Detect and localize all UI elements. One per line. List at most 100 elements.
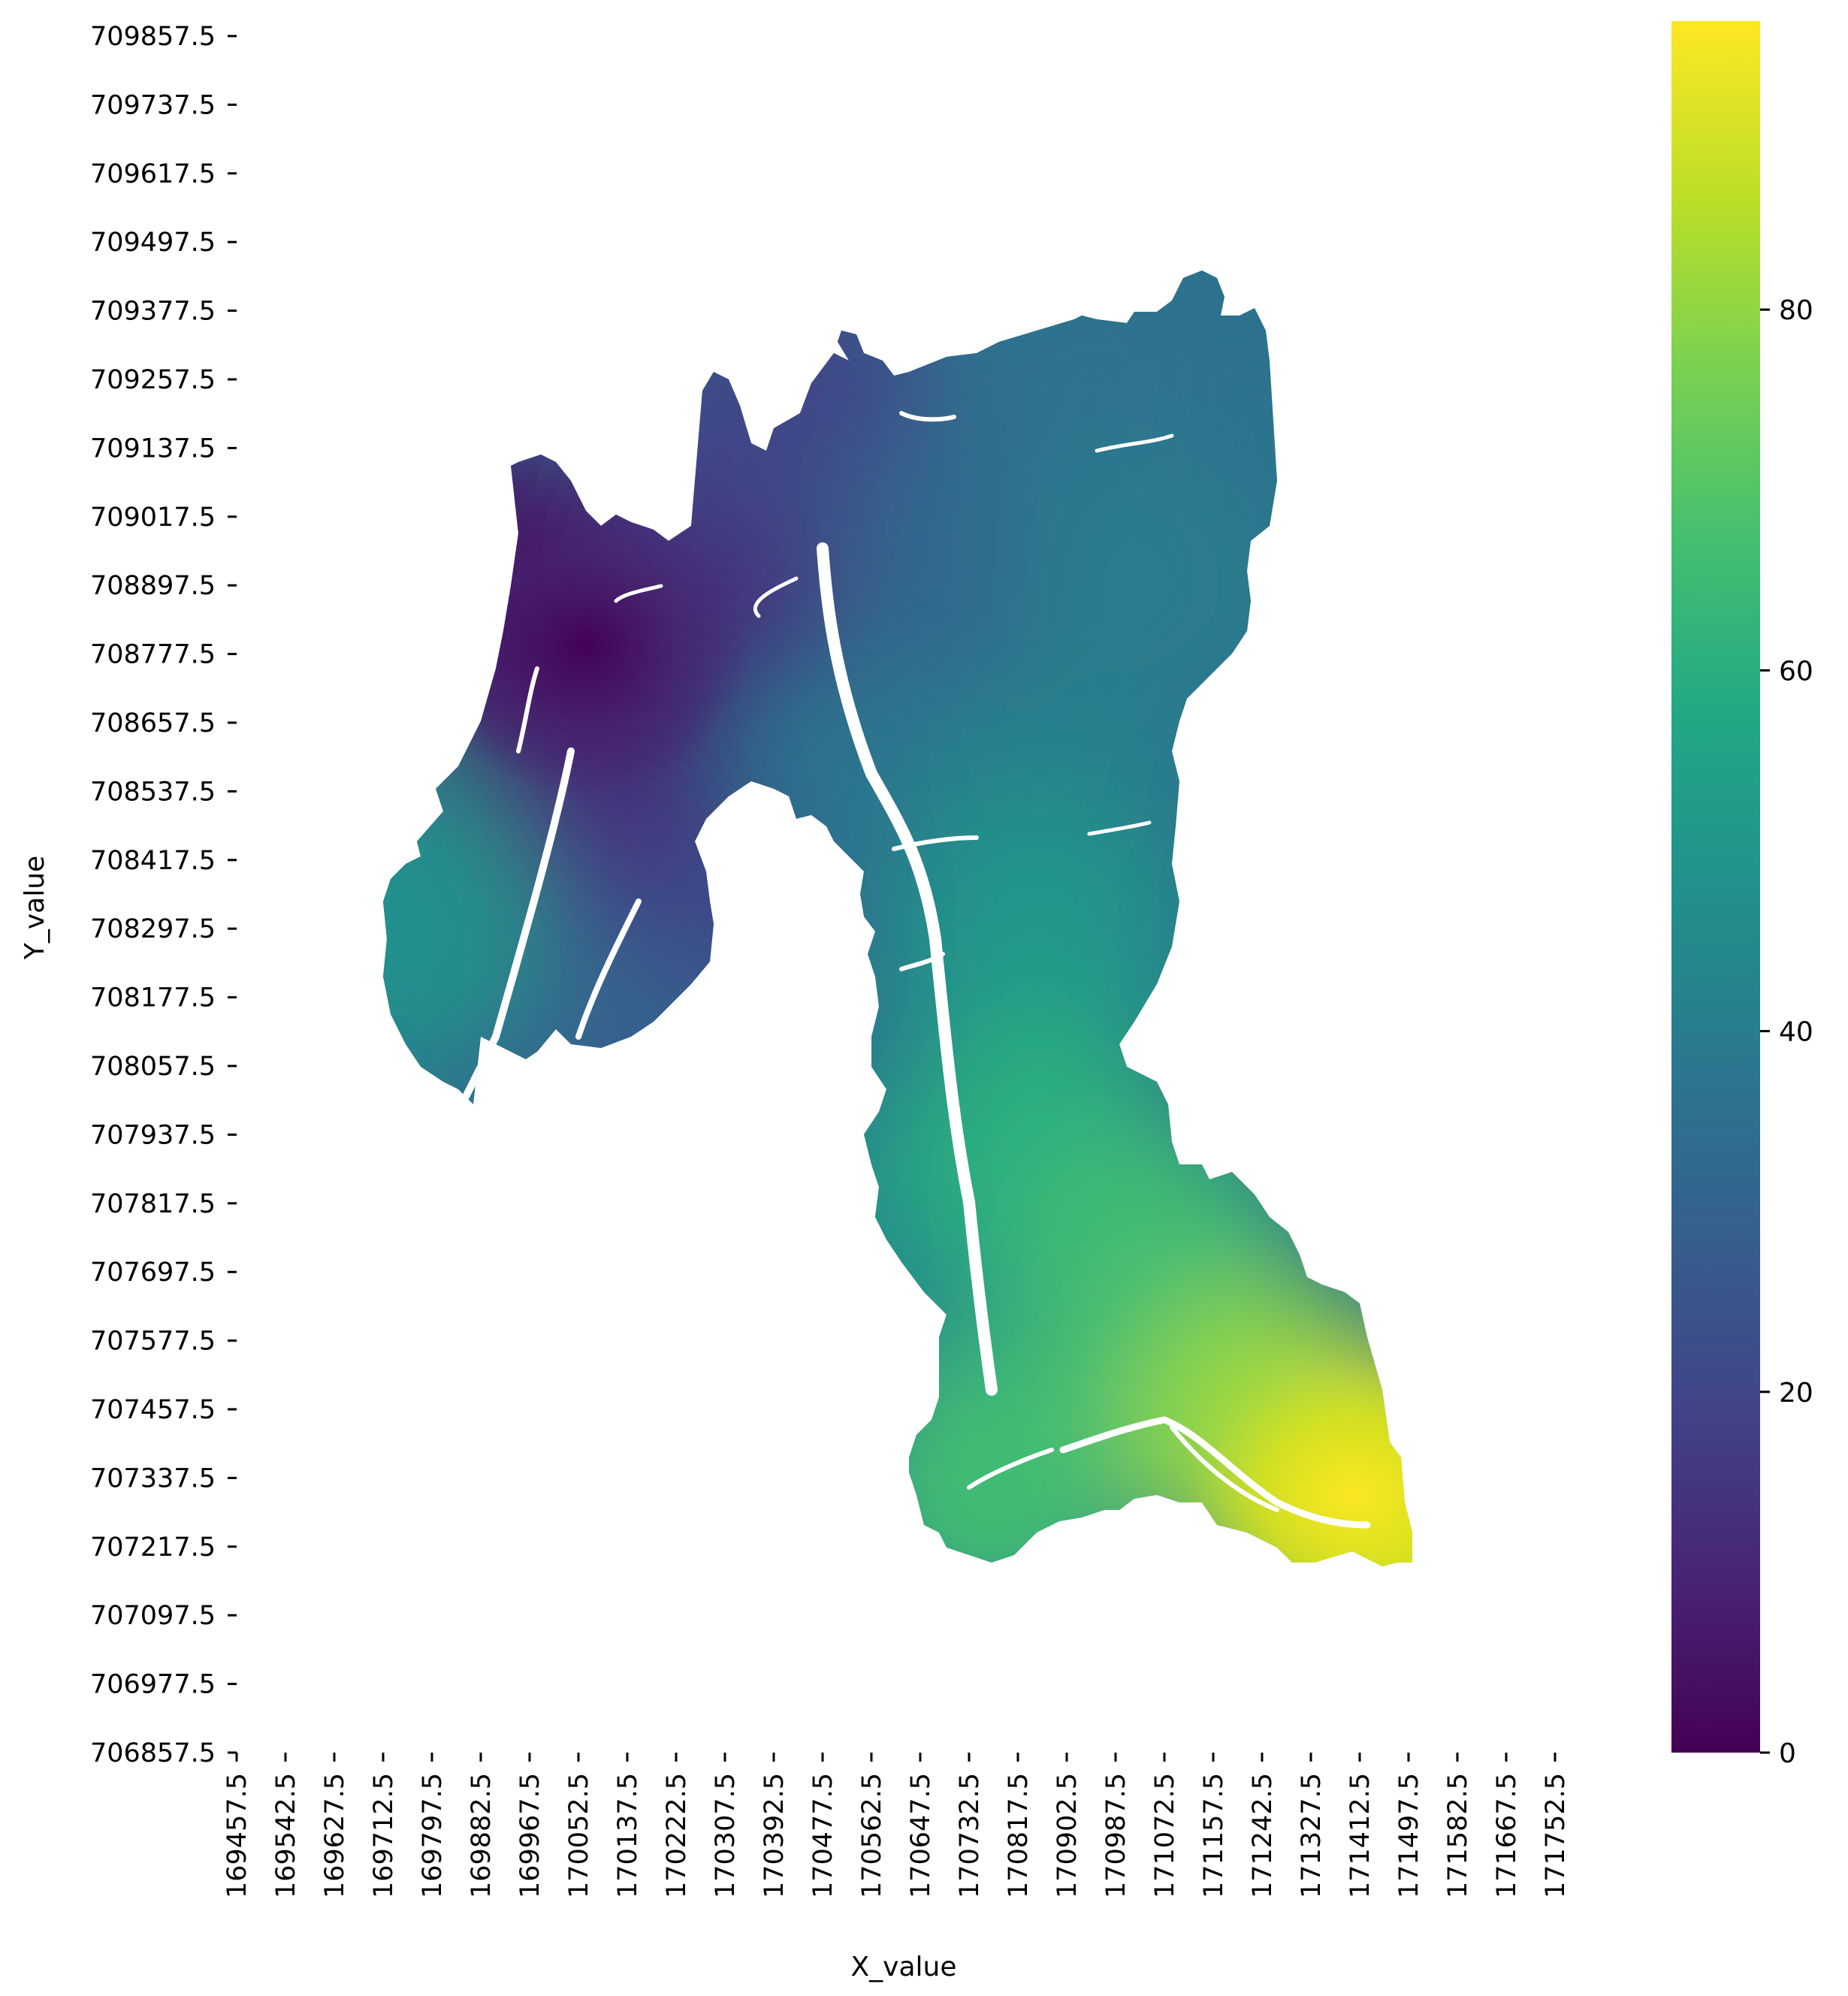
y-tick: 707937.5 bbox=[90, 1120, 237, 1150]
colorbar: 0 20 40 60 80 bbox=[1671, 21, 1813, 1769]
x-tick-label: 169797.5 bbox=[418, 1773, 448, 1898]
y-tick: 707457.5 bbox=[90, 1395, 237, 1425]
y-tick-label: 709137.5 bbox=[90, 433, 216, 464]
x-tick-label: 171752.5 bbox=[1541, 1773, 1571, 1898]
x-tick-label: 169542.5 bbox=[271, 1773, 301, 1898]
x-tick: 169712.5 bbox=[369, 1753, 399, 1898]
y-tick: 708537.5 bbox=[90, 777, 237, 807]
y-tick: 708657.5 bbox=[90, 708, 237, 738]
y-tick: 709857.5 bbox=[90, 22, 237, 52]
y-tick: 707097.5 bbox=[90, 1601, 237, 1631]
x-tick-label: 170647.5 bbox=[906, 1773, 936, 1898]
heat-sample bbox=[1008, 441, 1294, 727]
y-tick: 707817.5 bbox=[90, 1189, 237, 1219]
colorbar-tick: 0 bbox=[1760, 1738, 1796, 1769]
y-tick: 709137.5 bbox=[90, 433, 237, 464]
y-tick-label: 709017.5 bbox=[90, 503, 216, 533]
y-tick-label: 709737.5 bbox=[90, 90, 216, 120]
y-tick-label: 707577.5 bbox=[90, 1327, 216, 1357]
y-tick-label: 709617.5 bbox=[90, 159, 216, 189]
x-tick-label: 169457.5 bbox=[222, 1773, 252, 1898]
y-tick-label: 707697.5 bbox=[90, 1258, 216, 1288]
x-tick-label: 171072.5 bbox=[1150, 1773, 1180, 1898]
x-tick: 171497.5 bbox=[1394, 1753, 1424, 1898]
x-tick-label: 170732.5 bbox=[955, 1773, 985, 1898]
colorbar-gradient bbox=[1671, 21, 1760, 1753]
x-tick-label: 170392.5 bbox=[759, 1773, 790, 1898]
x-tick: 171752.5 bbox=[1541, 1753, 1571, 1898]
y-tick: 708417.5 bbox=[90, 846, 237, 876]
x-tick: 170902.5 bbox=[1052, 1753, 1083, 1898]
x-tick: 169967.5 bbox=[515, 1753, 545, 1898]
x-tick: 171157.5 bbox=[1199, 1753, 1229, 1898]
x-tick: 171072.5 bbox=[1150, 1753, 1180, 1898]
y-tick: 709737.5 bbox=[90, 90, 237, 120]
y-tick-label: 708657.5 bbox=[90, 708, 216, 738]
y-tick-label: 708897.5 bbox=[90, 571, 216, 601]
y-tick-label: 708417.5 bbox=[90, 846, 216, 876]
y-tick-label: 709857.5 bbox=[90, 22, 216, 52]
x-tick: 171582.5 bbox=[1443, 1753, 1473, 1898]
y-tick-label: 707817.5 bbox=[90, 1189, 216, 1219]
x-tick: 170307.5 bbox=[711, 1753, 741, 1898]
y-tick: 707217.5 bbox=[90, 1532, 237, 1563]
y-tick: 707577.5 bbox=[90, 1327, 237, 1357]
colorbar-tick: 60 bbox=[1760, 656, 1813, 687]
x-tick-label: 171667.5 bbox=[1492, 1773, 1522, 1898]
x-tick-label: 169712.5 bbox=[369, 1773, 399, 1898]
x-tick-label: 170222.5 bbox=[662, 1773, 692, 1898]
y-tick: 707337.5 bbox=[90, 1463, 237, 1493]
y-tick: 709257.5 bbox=[90, 365, 237, 395]
x-tick: 169627.5 bbox=[320, 1753, 350, 1898]
x-tick-label: 170477.5 bbox=[808, 1773, 838, 1898]
y-tick: 709617.5 bbox=[90, 159, 237, 189]
x-tick: 171667.5 bbox=[1492, 1753, 1522, 1898]
x-tick: 169797.5 bbox=[418, 1753, 448, 1898]
x-tick: 169457.5 bbox=[222, 1753, 252, 1898]
x-tick-label: 170562.5 bbox=[857, 1773, 887, 1898]
colorbar-tick: 40 bbox=[1760, 1017, 1813, 1048]
heat-sample bbox=[893, 813, 1179, 1099]
y-tick: 708897.5 bbox=[90, 571, 237, 601]
x-tick: 170392.5 bbox=[759, 1753, 790, 1898]
x-tick-label: 169627.5 bbox=[320, 1773, 350, 1898]
y-tick-label: 708177.5 bbox=[90, 983, 216, 1013]
x-tick: 170987.5 bbox=[1101, 1753, 1131, 1898]
x-tick-label: 171327.5 bbox=[1297, 1773, 1327, 1898]
y-tick-label: 708297.5 bbox=[90, 914, 216, 944]
y-tick: 708297.5 bbox=[90, 914, 237, 944]
y-tick-label: 706857.5 bbox=[90, 1738, 216, 1768]
x-tick: 170052.5 bbox=[564, 1753, 594, 1898]
y-tick: 708057.5 bbox=[90, 1052, 237, 1082]
y-tick-label: 707457.5 bbox=[90, 1395, 216, 1425]
x-axis-label: X_value bbox=[851, 1952, 957, 1982]
colorbar-ticks: 0 20 40 60 80 bbox=[1760, 295, 1813, 1769]
x-tick: 169542.5 bbox=[271, 1753, 301, 1898]
x-tick: 170732.5 bbox=[955, 1753, 985, 1898]
colorbar-tick-label: 0 bbox=[1779, 1738, 1796, 1769]
x-tick-label: 170902.5 bbox=[1052, 1773, 1083, 1898]
x-tick-label: 171582.5 bbox=[1443, 1773, 1473, 1898]
x-axis: 169457.5 169542.5 169627.5 169712.5 169797.5… bbox=[222, 1753, 1571, 1898]
y-tick-label: 706977.5 bbox=[90, 1670, 216, 1700]
colorbar-tick: 80 bbox=[1760, 295, 1813, 326]
colorbar-tick: 20 bbox=[1760, 1378, 1813, 1409]
y-axis-label: Y_value bbox=[20, 856, 50, 960]
x-tick: 171327.5 bbox=[1297, 1753, 1327, 1898]
heat-sample bbox=[383, 784, 548, 1070]
colorbar-tick-label: 20 bbox=[1779, 1378, 1813, 1409]
y-tick-label: 708777.5 bbox=[90, 640, 216, 670]
y-tick-label: 707097.5 bbox=[90, 1601, 216, 1631]
x-tick: 169882.5 bbox=[467, 1753, 497, 1898]
y-tick: 708777.5 bbox=[90, 640, 237, 670]
y-tick: 708177.5 bbox=[90, 983, 237, 1013]
x-tick: 170647.5 bbox=[906, 1753, 936, 1898]
colorbar-tick-label: 40 bbox=[1779, 1017, 1813, 1048]
x-tick: 170562.5 bbox=[857, 1753, 887, 1898]
x-tick-label: 169882.5 bbox=[467, 1773, 497, 1898]
y-tick-label: 709257.5 bbox=[90, 365, 216, 395]
x-tick: 170222.5 bbox=[662, 1753, 692, 1898]
x-tick: 171412.5 bbox=[1345, 1753, 1375, 1898]
x-tick: 170817.5 bbox=[1004, 1753, 1034, 1898]
y-tick-label: 708537.5 bbox=[90, 777, 216, 807]
